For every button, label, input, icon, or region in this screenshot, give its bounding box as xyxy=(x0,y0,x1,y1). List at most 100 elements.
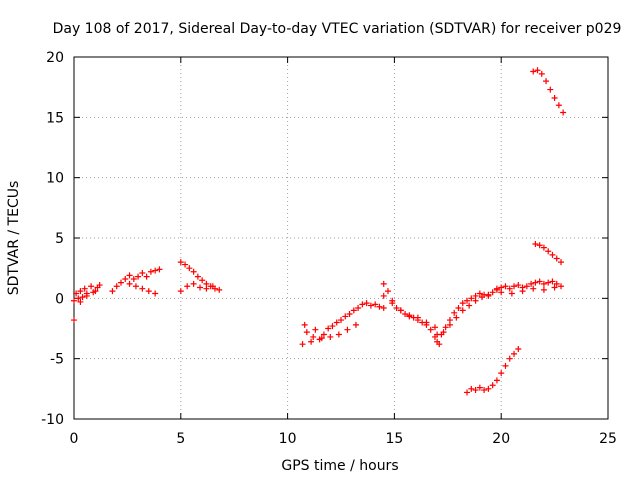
data-point xyxy=(476,290,483,297)
chart-title: Day 108 of 2017, Sidereal Day-to-day VTE… xyxy=(53,21,622,37)
data-point xyxy=(177,259,184,266)
data-point xyxy=(532,279,539,286)
data-point xyxy=(389,300,396,307)
data-point xyxy=(75,295,82,302)
data-point xyxy=(199,277,206,284)
data-point xyxy=(498,370,505,377)
data-point xyxy=(190,280,197,287)
grid-lines xyxy=(74,57,608,419)
x-axis-label: GPS time / hours xyxy=(281,458,398,474)
data-point xyxy=(182,261,189,268)
data-point xyxy=(511,350,518,357)
data-point xyxy=(519,288,526,295)
data-point xyxy=(156,266,163,273)
data-point xyxy=(489,382,496,389)
data-point xyxy=(502,283,509,290)
data-point xyxy=(459,307,466,314)
data-point xyxy=(122,276,129,283)
data-point xyxy=(464,389,471,396)
data-point xyxy=(423,319,430,326)
data-point xyxy=(109,288,116,295)
data-point xyxy=(376,303,383,310)
data-point xyxy=(363,300,370,307)
data-point xyxy=(543,78,550,85)
data-point xyxy=(190,268,197,275)
data-point xyxy=(152,267,159,274)
data-point xyxy=(117,279,124,286)
data-point xyxy=(515,346,522,353)
data-point xyxy=(493,285,500,292)
data-point xyxy=(549,278,556,285)
data-point xyxy=(333,319,340,326)
data-point xyxy=(453,314,460,321)
data-point xyxy=(466,302,473,309)
data-point xyxy=(540,286,547,293)
data-point xyxy=(197,284,204,291)
data-point xyxy=(147,268,154,275)
data-point xyxy=(184,283,191,290)
data-point xyxy=(540,244,547,251)
data-point xyxy=(553,255,560,262)
y-tick-label: 10 xyxy=(46,171,64,187)
y-tick-label: -10 xyxy=(41,412,64,428)
x-tick-label: 20 xyxy=(492,431,510,447)
data-point xyxy=(547,86,554,93)
data-point xyxy=(73,290,80,297)
data-point xyxy=(372,301,379,308)
data-point xyxy=(515,282,522,289)
data-series xyxy=(71,67,567,396)
data-point xyxy=(344,326,351,333)
data-point xyxy=(126,272,133,279)
data-point xyxy=(472,387,479,394)
data-point xyxy=(478,294,485,301)
data-point xyxy=(139,285,146,292)
data-point xyxy=(380,280,387,287)
data-point xyxy=(346,311,353,318)
data-point xyxy=(393,304,400,311)
data-point xyxy=(308,338,315,345)
data-point xyxy=(536,242,543,249)
data-point xyxy=(209,283,216,290)
data-point xyxy=(71,317,77,324)
data-point xyxy=(506,355,513,362)
data-point xyxy=(83,292,90,299)
data-point xyxy=(352,321,359,328)
data-point xyxy=(530,68,537,75)
data-point xyxy=(318,335,325,342)
x-tick-label: 15 xyxy=(385,431,403,447)
data-point xyxy=(472,297,479,304)
data-point xyxy=(152,290,159,297)
data-point xyxy=(327,333,334,340)
data-point xyxy=(301,321,308,328)
data-point xyxy=(498,289,505,296)
data-point xyxy=(493,377,500,384)
data-point xyxy=(299,341,306,348)
y-tick-label: 20 xyxy=(46,50,64,66)
data-point xyxy=(367,302,374,309)
data-point xyxy=(545,279,552,286)
data-point xyxy=(555,102,562,109)
data-point xyxy=(145,288,152,295)
data-point xyxy=(355,304,362,311)
data-point xyxy=(551,284,558,291)
data-point xyxy=(532,241,539,248)
data-point xyxy=(88,283,95,290)
data-point xyxy=(476,384,483,391)
data-point xyxy=(414,314,421,321)
data-point xyxy=(506,285,513,292)
data-point xyxy=(489,289,496,296)
x-tick-label: 5 xyxy=(176,431,185,447)
data-point xyxy=(530,285,537,292)
data-point xyxy=(431,324,438,331)
data-point xyxy=(553,280,560,287)
data-point xyxy=(203,285,210,292)
data-point xyxy=(380,304,387,311)
data-point xyxy=(434,331,441,338)
y-tick-label: 0 xyxy=(55,291,64,307)
data-point xyxy=(538,70,545,77)
data-point xyxy=(502,362,509,369)
data-point xyxy=(139,269,146,276)
data-point xyxy=(481,387,488,394)
data-point xyxy=(177,288,184,295)
data-point xyxy=(81,285,88,292)
